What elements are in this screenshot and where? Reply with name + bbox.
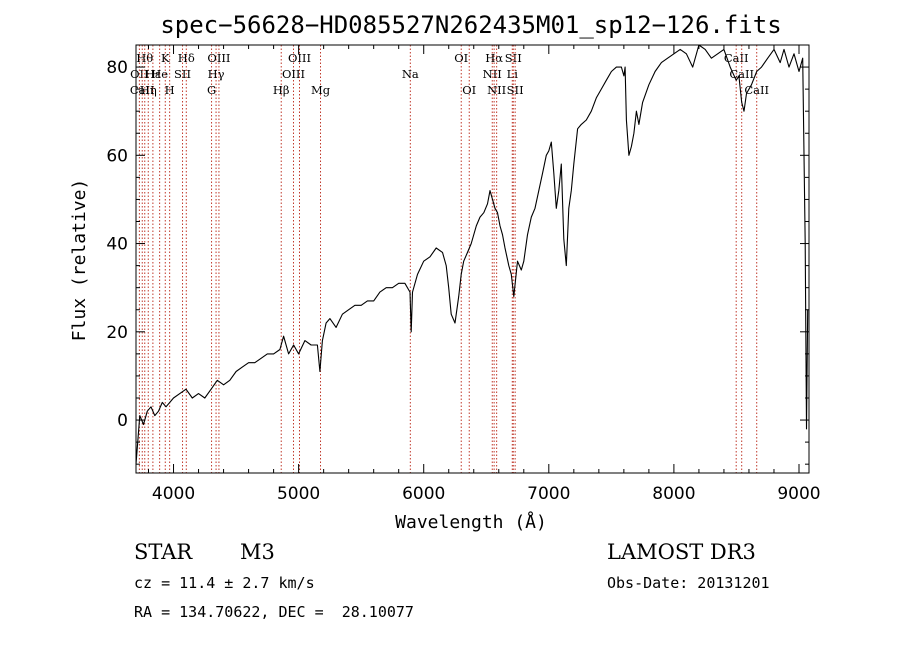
y-tick-label: 40 [106, 235, 128, 255]
obs-date: Obs-Date: 20131201 [607, 574, 770, 592]
object-class: STAR [134, 540, 193, 564]
line-id-label: Hε [145, 67, 161, 81]
x-tick-label: 5000 [277, 484, 320, 504]
line-id-label: Mg [311, 83, 331, 97]
line-id-label: SII [505, 51, 522, 65]
line-id-label: NII [483, 67, 502, 81]
line-id-label: Hη [140, 83, 157, 97]
y-tick-label: 20 [106, 323, 128, 343]
line-id-label: Hθ [136, 51, 153, 65]
x-tick-label: 4000 [152, 484, 195, 504]
chart-title: spec−56628−HD085527N262435M01_sp12−126.f… [160, 11, 781, 39]
spectrum-line [135, 44, 809, 465]
x-tick-label: 7000 [527, 484, 570, 504]
line-id-label: CaII [724, 51, 749, 65]
line-id-label: OIII [288, 51, 311, 65]
line-id-label: NII [487, 83, 506, 97]
y-tick-label: 80 [106, 58, 128, 78]
y-axis-label: Flux (relative) [69, 179, 90, 342]
x-tick-label: 6000 [402, 484, 445, 504]
line-id-label: Hβ [273, 83, 290, 97]
line-id-label: G [207, 83, 216, 97]
x-tick-label: 8000 [652, 484, 695, 504]
line-id-label: OI [462, 83, 476, 97]
line-id-label: OIII [207, 51, 230, 65]
line-id-label: Hδ [178, 51, 195, 65]
x-tick-label: 9000 [777, 484, 820, 504]
line-id-label: Hγ [208, 67, 225, 81]
line-id-label: Na [402, 67, 419, 81]
line-id-label: OIII [282, 67, 305, 81]
spectrum-layer [135, 44, 809, 465]
line-id-label: H [165, 83, 175, 97]
y-tick-label: 60 [106, 146, 128, 166]
redshift-text: cz = 11.4 ± 2.7 km/s [134, 574, 315, 592]
x-axis-label: Wavelength (Å) [395, 511, 547, 533]
line-id-label: OII [130, 67, 149, 81]
object-subclass: M3 [240, 540, 275, 564]
line-id-label: SII [174, 67, 191, 81]
line-id-label: He [151, 67, 168, 81]
axis-ticks: 4000 5000 6000 7000 8000 9000 0 20 40 60 80 [106, 45, 821, 504]
line-id-label: K [161, 51, 170, 65]
line-id-label: OI [454, 51, 468, 65]
line-id-label: Hα [485, 51, 503, 65]
coordinates: RA = 134.70622, DEC = 28.10077 [134, 603, 414, 621]
y-tick-label: 0 [117, 411, 128, 431]
survey-name: LAMOST DR3 [607, 540, 756, 564]
line-id-label: SII [507, 83, 524, 97]
plot-frame [135, 44, 810, 474]
line-id-label: Li [507, 67, 519, 81]
